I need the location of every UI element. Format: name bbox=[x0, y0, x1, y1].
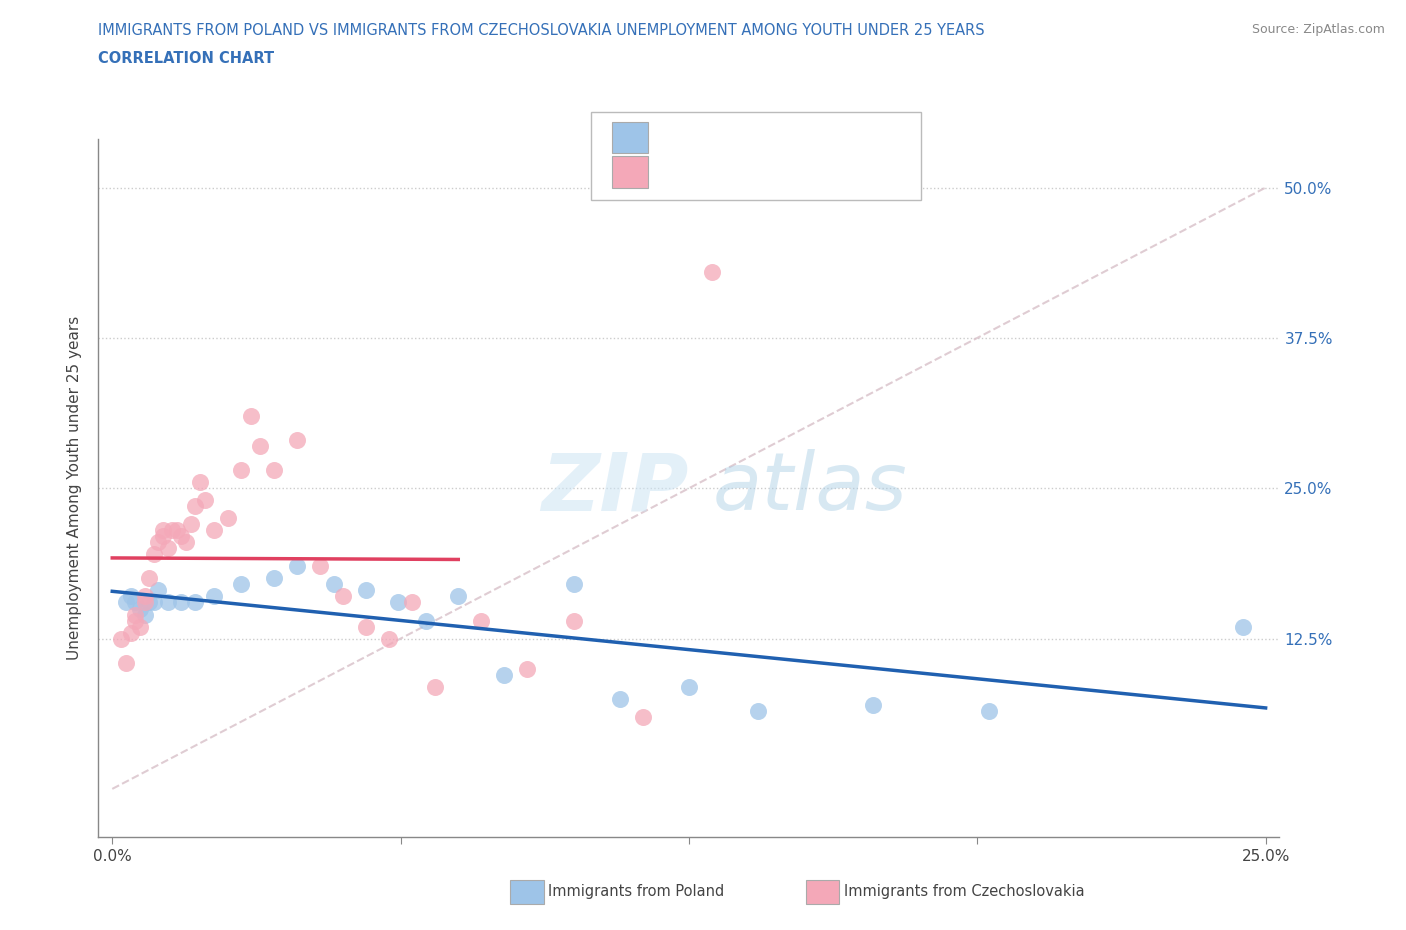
Point bbox=[447, 589, 470, 604]
Point bbox=[120, 625, 142, 640]
Point bbox=[494, 667, 516, 682]
Point bbox=[129, 601, 152, 616]
Point bbox=[129, 619, 152, 634]
Point bbox=[148, 535, 170, 550]
Point bbox=[138, 571, 160, 586]
Text: ZIP: ZIP bbox=[541, 449, 689, 527]
Point bbox=[166, 523, 188, 538]
Text: atlas: atlas bbox=[713, 449, 907, 527]
Point bbox=[285, 432, 308, 447]
Point bbox=[609, 691, 631, 706]
Point bbox=[115, 656, 138, 671]
Point bbox=[631, 710, 654, 724]
Point bbox=[263, 571, 285, 586]
Point bbox=[184, 595, 207, 610]
Point bbox=[134, 607, 156, 622]
Point bbox=[134, 589, 156, 604]
Point bbox=[217, 511, 239, 525]
Point bbox=[231, 463, 253, 478]
Text: R = -0.536   N = 28: R = -0.536 N = 28 bbox=[662, 126, 839, 143]
Point bbox=[142, 595, 165, 610]
Point bbox=[678, 679, 700, 694]
Point bbox=[152, 529, 174, 544]
Point bbox=[142, 547, 165, 562]
Point bbox=[115, 595, 138, 610]
Text: R =  0.201   N = 40: R = 0.201 N = 40 bbox=[662, 160, 838, 178]
Point bbox=[249, 439, 271, 454]
Point bbox=[124, 607, 146, 622]
Point bbox=[148, 583, 170, 598]
Point bbox=[322, 577, 344, 591]
Point bbox=[231, 577, 253, 591]
Point bbox=[110, 631, 132, 646]
Point bbox=[354, 619, 377, 634]
Point bbox=[332, 589, 354, 604]
Y-axis label: Unemployment Among Youth under 25 years: Unemployment Among Youth under 25 years bbox=[67, 316, 83, 660]
Point bbox=[862, 698, 884, 712]
Point bbox=[309, 559, 332, 574]
Point bbox=[202, 589, 225, 604]
Point bbox=[152, 523, 174, 538]
Point bbox=[188, 475, 211, 490]
Point bbox=[170, 595, 193, 610]
Point bbox=[156, 595, 179, 610]
Text: IMMIGRANTS FROM POLAND VS IMMIGRANTS FROM CZECHOSLOVAKIA UNEMPLOYMENT AMONG YOUT: IMMIGRANTS FROM POLAND VS IMMIGRANTS FRO… bbox=[98, 23, 986, 38]
Point bbox=[562, 577, 585, 591]
Point bbox=[239, 408, 262, 423]
Point bbox=[415, 613, 437, 628]
Point bbox=[170, 529, 193, 544]
Point bbox=[162, 523, 183, 538]
Point bbox=[202, 523, 225, 538]
Point bbox=[470, 613, 492, 628]
Text: Immigrants from Poland: Immigrants from Poland bbox=[548, 884, 724, 898]
Point bbox=[124, 595, 146, 610]
Point bbox=[138, 595, 160, 610]
Point bbox=[747, 703, 769, 718]
Point bbox=[387, 595, 409, 610]
Text: Immigrants from Czechoslovakia: Immigrants from Czechoslovakia bbox=[844, 884, 1084, 898]
Point bbox=[285, 559, 308, 574]
Point bbox=[180, 517, 202, 532]
Point bbox=[120, 589, 142, 604]
Point bbox=[134, 595, 156, 610]
Point bbox=[124, 613, 146, 628]
Point bbox=[174, 535, 197, 550]
Point bbox=[516, 661, 538, 676]
Point bbox=[977, 703, 1000, 718]
Point bbox=[156, 541, 179, 556]
Text: Source: ZipAtlas.com: Source: ZipAtlas.com bbox=[1251, 23, 1385, 36]
Point bbox=[354, 583, 377, 598]
Text: CORRELATION CHART: CORRELATION CHART bbox=[98, 51, 274, 66]
Point bbox=[1232, 619, 1254, 634]
Point bbox=[425, 679, 447, 694]
Point bbox=[193, 493, 215, 508]
Point bbox=[562, 613, 585, 628]
Point bbox=[184, 498, 207, 513]
Point bbox=[263, 463, 285, 478]
Point bbox=[700, 264, 723, 279]
Point bbox=[401, 595, 423, 610]
Point bbox=[378, 631, 401, 646]
